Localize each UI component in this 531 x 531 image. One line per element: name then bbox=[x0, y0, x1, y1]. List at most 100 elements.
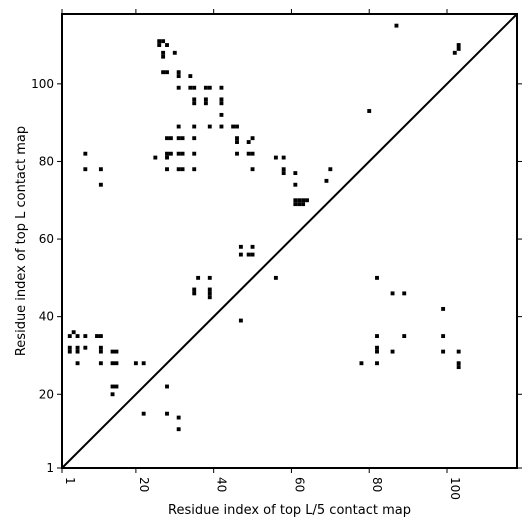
contact-point-upper bbox=[188, 74, 193, 79]
contact-point-upper bbox=[176, 85, 181, 90]
contact-point-upper bbox=[297, 202, 302, 207]
contact-point-upper bbox=[98, 182, 103, 187]
x-axis-label: Residue index of top L/5 contact map bbox=[168, 503, 411, 518]
contact-point-lower bbox=[192, 287, 197, 292]
contact-point-upper bbox=[281, 155, 286, 160]
contact-point-upper bbox=[176, 136, 181, 141]
contact-point-upper bbox=[219, 112, 224, 117]
contact-point-upper bbox=[219, 101, 224, 106]
contact-point-upper bbox=[250, 167, 255, 172]
contact-point-lower bbox=[176, 427, 181, 432]
contact-point-lower bbox=[441, 349, 446, 354]
contact-point-upper bbox=[231, 124, 236, 129]
contact-point-lower bbox=[207, 275, 212, 280]
contact-point-lower bbox=[402, 334, 407, 339]
contact-point-lower bbox=[75, 349, 80, 354]
contact-point-lower bbox=[456, 365, 461, 370]
contact-point-upper bbox=[293, 202, 298, 207]
contact-point-lower bbox=[165, 411, 169, 416]
contact-point-upper bbox=[367, 109, 372, 113]
contact-point-upper bbox=[176, 70, 181, 75]
contact-point-upper bbox=[153, 155, 158, 160]
contact-point-lower bbox=[246, 252, 251, 257]
contact-point-upper bbox=[297, 198, 302, 203]
contact-point-lower bbox=[95, 334, 99, 339]
y-tick-label: 20 bbox=[39, 387, 54, 401]
contact-point-upper bbox=[305, 198, 309, 203]
contact-point-lower bbox=[114, 349, 119, 354]
y-tick-label: 60 bbox=[39, 232, 54, 246]
contact-point-lower bbox=[75, 334, 80, 339]
contact-point-upper bbox=[165, 167, 169, 172]
contact-point-lower bbox=[133, 361, 138, 366]
contact-point-lower bbox=[441, 334, 446, 339]
contact-point-lower bbox=[390, 349, 395, 354]
contact-point-lower bbox=[196, 275, 201, 280]
contact-point-upper bbox=[176, 74, 181, 79]
contact-point-upper bbox=[161, 39, 166, 44]
y-tick-label: 40 bbox=[39, 310, 54, 324]
contact-point-upper bbox=[456, 43, 461, 47]
contact-point-lower bbox=[165, 384, 169, 389]
contact-point-upper bbox=[161, 70, 166, 75]
contact-point-lower bbox=[250, 244, 255, 249]
contact-point-upper bbox=[180, 151, 185, 156]
contact-point-upper bbox=[235, 136, 239, 141]
contact-point-upper bbox=[203, 97, 208, 102]
contact-point-lower bbox=[375, 334, 379, 339]
contact-point-lower bbox=[375, 349, 379, 354]
contact-point-upper bbox=[281, 167, 286, 172]
contact-point-upper bbox=[168, 151, 173, 156]
contact-point-lower bbox=[75, 345, 80, 350]
contact-point-lower bbox=[110, 361, 115, 366]
contact-point-upper bbox=[192, 97, 197, 102]
contact-point-lower bbox=[390, 291, 395, 296]
contact-point-lower bbox=[456, 349, 461, 354]
y-tick-label: 80 bbox=[39, 154, 54, 168]
contact-point-upper bbox=[203, 85, 208, 90]
contact-point-lower bbox=[83, 334, 88, 339]
x-tick-label: 80 bbox=[370, 477, 384, 492]
contact-point-upper bbox=[207, 85, 212, 90]
contact-point-upper bbox=[324, 178, 329, 183]
contact-point-lower bbox=[114, 384, 119, 389]
contact-point-upper bbox=[192, 167, 197, 172]
contact-point-upper bbox=[394, 23, 399, 28]
contact-point-upper bbox=[83, 151, 88, 156]
contact-point-lower bbox=[67, 349, 72, 354]
contact-point-lower bbox=[83, 345, 88, 350]
contact-point-upper bbox=[219, 124, 224, 129]
contact-point-upper bbox=[250, 151, 255, 156]
contact-point-upper bbox=[203, 101, 208, 106]
contact-point-upper bbox=[161, 54, 166, 59]
contact-point-lower bbox=[375, 275, 379, 280]
contact-point-upper bbox=[192, 136, 197, 141]
contact-point-upper bbox=[165, 155, 169, 160]
contact-point-upper bbox=[180, 167, 185, 172]
contact-point-lower bbox=[402, 291, 407, 296]
x-tick-label: 60 bbox=[292, 477, 306, 492]
contact-point-lower bbox=[71, 330, 76, 335]
contact-point-upper bbox=[452, 50, 457, 55]
contact-point-upper bbox=[157, 39, 162, 44]
contact-point-upper bbox=[219, 85, 224, 90]
x-tick-label: 100 bbox=[448, 477, 462, 500]
contact-point-upper bbox=[328, 167, 333, 172]
contact-point-upper bbox=[293, 171, 298, 176]
contact-point-upper bbox=[192, 151, 197, 156]
contact-point-upper bbox=[281, 171, 286, 176]
contact-point-lower bbox=[250, 252, 255, 257]
contact-point-lower bbox=[67, 345, 72, 350]
x-tick-label: 40 bbox=[215, 477, 229, 492]
contact-point-upper bbox=[165, 136, 169, 141]
y-tick-label: 1 bbox=[46, 461, 54, 475]
contact-point-lower bbox=[238, 244, 243, 249]
contact-point-upper bbox=[456, 46, 461, 51]
contact-point-upper bbox=[165, 43, 169, 47]
contact-point-lower bbox=[75, 361, 80, 366]
contact-point-upper bbox=[246, 151, 251, 156]
contact-point-lower bbox=[441, 306, 446, 311]
contact-point-lower bbox=[141, 361, 146, 366]
